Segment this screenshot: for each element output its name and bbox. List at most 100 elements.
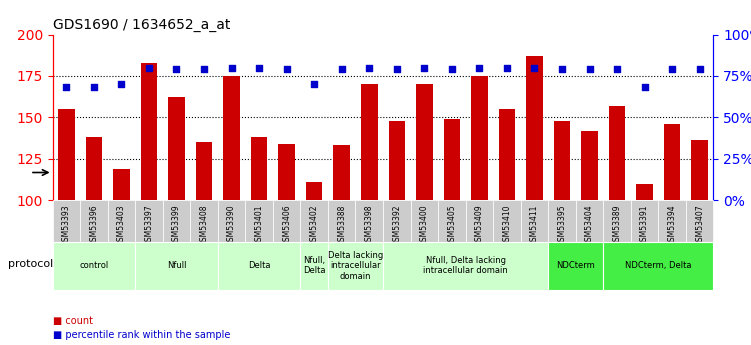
Point	[88, 85, 100, 90]
Text: GSM53408: GSM53408	[200, 204, 209, 246]
Bar	[444, 119, 460, 200]
FancyBboxPatch shape	[300, 241, 328, 290]
FancyBboxPatch shape	[466, 200, 493, 242]
Point	[473, 65, 485, 70]
FancyBboxPatch shape	[659, 200, 686, 242]
Point	[666, 67, 678, 72]
Bar	[279, 144, 295, 200]
Point	[170, 67, 182, 72]
FancyBboxPatch shape	[135, 200, 163, 242]
FancyBboxPatch shape	[273, 200, 300, 242]
FancyBboxPatch shape	[438, 200, 466, 242]
Point	[446, 67, 458, 72]
Bar	[333, 146, 350, 200]
Point	[281, 67, 293, 72]
Point	[225, 65, 237, 70]
FancyBboxPatch shape	[53, 200, 80, 242]
FancyBboxPatch shape	[411, 200, 438, 242]
Text: Delta: Delta	[248, 261, 270, 270]
FancyBboxPatch shape	[383, 200, 411, 242]
Bar	[526, 56, 543, 200]
Point	[529, 65, 541, 70]
FancyBboxPatch shape	[135, 241, 218, 290]
Point	[611, 67, 623, 72]
Point	[638, 85, 650, 90]
FancyBboxPatch shape	[631, 200, 659, 242]
FancyBboxPatch shape	[548, 241, 603, 290]
Text: GSM53390: GSM53390	[227, 204, 236, 246]
Text: GSM53395: GSM53395	[557, 204, 566, 246]
Text: ■ count: ■ count	[53, 316, 92, 326]
FancyBboxPatch shape	[328, 200, 355, 242]
FancyBboxPatch shape	[603, 200, 631, 242]
Text: ■ percentile rank within the sample: ■ percentile rank within the sample	[53, 330, 230, 339]
Text: GSM53409: GSM53409	[475, 204, 484, 246]
Bar	[168, 97, 185, 200]
Point	[60, 85, 72, 90]
Point	[143, 65, 155, 70]
Text: GSM53406: GSM53406	[282, 204, 291, 246]
FancyBboxPatch shape	[493, 200, 520, 242]
FancyBboxPatch shape	[576, 200, 603, 242]
Text: GSM53398: GSM53398	[365, 204, 374, 246]
FancyBboxPatch shape	[686, 200, 713, 242]
Bar	[553, 121, 570, 200]
Bar	[86, 137, 102, 200]
Bar	[306, 182, 322, 200]
Text: Nfull,
Delta: Nfull, Delta	[303, 256, 325, 275]
Bar	[223, 76, 240, 200]
Text: NDCterm: NDCterm	[556, 261, 595, 270]
FancyBboxPatch shape	[548, 200, 576, 242]
Point	[584, 67, 596, 72]
Text: GSM53389: GSM53389	[613, 204, 622, 246]
Text: control: control	[80, 261, 108, 270]
Bar	[196, 142, 213, 200]
FancyBboxPatch shape	[520, 200, 548, 242]
Point	[694, 67, 706, 72]
Text: GSM53396: GSM53396	[89, 204, 98, 246]
Bar	[58, 109, 74, 200]
Text: GSM53388: GSM53388	[337, 204, 346, 246]
Bar	[471, 76, 487, 200]
Text: Nfull, Delta lacking
intracellular domain: Nfull, Delta lacking intracellular domai…	[424, 256, 508, 275]
Point	[198, 67, 210, 72]
Point	[391, 67, 403, 72]
FancyBboxPatch shape	[163, 200, 190, 242]
Text: GSM53402: GSM53402	[309, 204, 318, 246]
FancyBboxPatch shape	[53, 241, 135, 290]
Bar	[140, 63, 157, 200]
FancyBboxPatch shape	[383, 241, 548, 290]
FancyBboxPatch shape	[328, 241, 383, 290]
FancyBboxPatch shape	[107, 200, 135, 242]
Bar	[388, 121, 405, 200]
Text: GSM53404: GSM53404	[585, 204, 594, 246]
Text: GSM53407: GSM53407	[695, 204, 704, 246]
FancyBboxPatch shape	[246, 200, 273, 242]
Bar	[416, 84, 433, 200]
Text: GDS1690 / 1634652_a_at: GDS1690 / 1634652_a_at	[53, 18, 230, 32]
Bar	[113, 169, 130, 200]
FancyBboxPatch shape	[603, 241, 713, 290]
Bar	[251, 137, 267, 200]
Point	[418, 65, 430, 70]
Bar	[581, 130, 598, 200]
Text: protocol: protocol	[8, 259, 53, 269]
Text: Nfull: Nfull	[167, 261, 186, 270]
FancyBboxPatch shape	[190, 200, 218, 242]
Text: GSM53410: GSM53410	[502, 204, 511, 246]
Text: GSM53403: GSM53403	[117, 204, 126, 246]
FancyBboxPatch shape	[355, 200, 383, 242]
Bar	[636, 184, 653, 200]
Bar	[609, 106, 626, 200]
Text: GSM53393: GSM53393	[62, 204, 71, 246]
FancyBboxPatch shape	[80, 200, 107, 242]
Text: GSM53405: GSM53405	[448, 204, 457, 246]
Point	[363, 65, 376, 70]
FancyBboxPatch shape	[218, 241, 300, 290]
Point	[116, 81, 128, 87]
Bar	[692, 140, 708, 200]
Text: GSM53391: GSM53391	[640, 204, 649, 246]
Point	[336, 67, 348, 72]
Point	[556, 67, 568, 72]
Text: GSM53411: GSM53411	[530, 204, 539, 246]
